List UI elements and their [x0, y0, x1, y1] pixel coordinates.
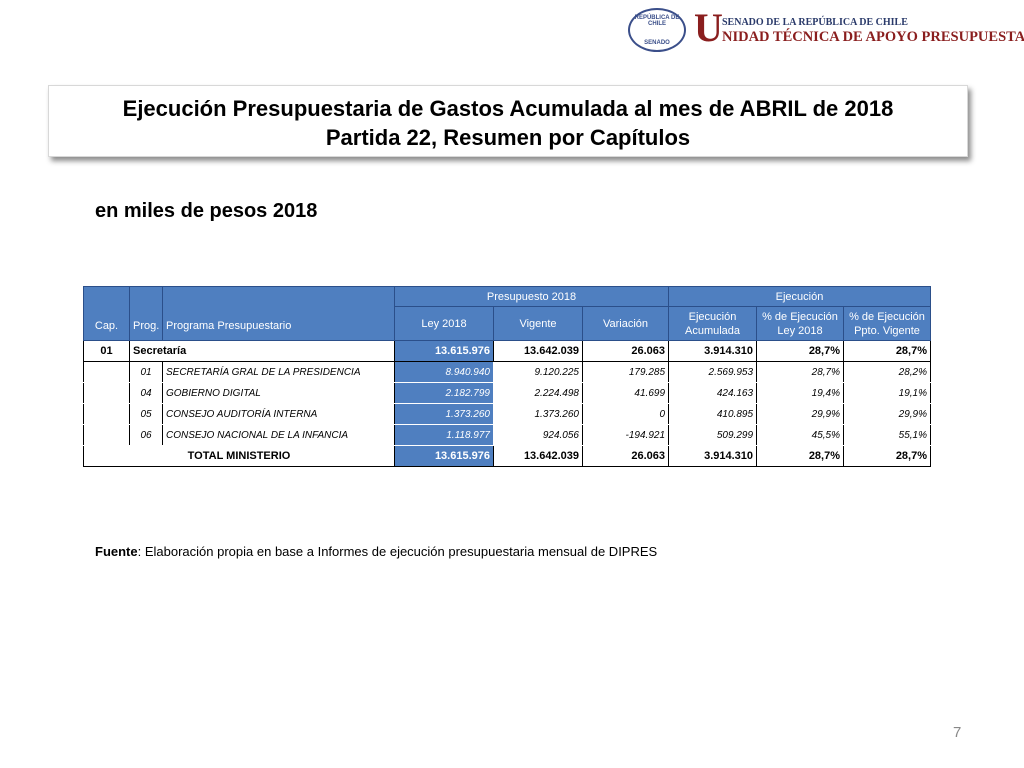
value-cell: 29,9%: [756, 403, 845, 425]
value-cell: 1.118.977: [394, 424, 494, 446]
value-cell: 28,7%: [756, 340, 845, 362]
logo-line: NIDAD TÉCNICA DE APOYO PRESUPUESTARIO: [722, 29, 1024, 45]
group-header: Presupuesto 2018: [393, 286, 670, 307]
value-cell: 26.063: [581, 340, 670, 362]
value-cell: 28,7%: [843, 445, 932, 467]
value-cell: 2.569.953: [668, 361, 758, 383]
seal: REPÚBLICA DE CHILE SENADO: [628, 8, 686, 52]
value-cell: 424.163: [668, 382, 758, 404]
value-cell: 13.642.039: [493, 340, 583, 362]
cap-cell: [83, 382, 130, 404]
page-number: 7: [953, 724, 962, 741]
program-row: 06 CONSEJO NACIONAL DE LA INFANCIA 1.118.9…: [83, 424, 932, 446]
source-text: : Elaboración propia en base a Informes …: [137, 544, 658, 559]
prog-cell: 05: [129, 403, 163, 425]
value-cell: 19,1%: [843, 382, 932, 404]
source-label: Fuente: [95, 544, 138, 559]
name-cell: SECRETARÍA GRAL DE LA PRESIDENCIA: [162, 361, 395, 383]
logo: REPÚBLICA DE CHILE SENADO U SENADO DE LA…: [628, 5, 1024, 58]
column-header: Vigente: [493, 306, 583, 341]
value-cell: 45,5%: [756, 424, 845, 446]
value-cell: 13.615.976: [394, 340, 494, 362]
cap-cell: [83, 361, 130, 383]
prog-cell: 01: [129, 361, 163, 383]
total-row: TOTAL MINISTERIO 13.615.976 13.642.039 26.0…: [83, 445, 932, 467]
cap-cell: [83, 403, 130, 425]
seal-text: SENADO: [644, 40, 670, 46]
value-cell: 29,9%: [843, 403, 932, 425]
header-row: Ley 2018 Vigente Variación Ejecución Acumul…: [84, 306, 932, 341]
column-header: Programa Presupuestario: [162, 286, 395, 341]
name-cell: GOBIERNO DIGITAL: [162, 382, 395, 404]
value-cell: 509.299: [668, 424, 758, 446]
cap-cell: [83, 424, 130, 446]
column-header: % de Ejecución Ley 2018: [756, 306, 845, 341]
value-cell: 2.182.799: [394, 382, 494, 404]
prog-cell: 04: [129, 382, 163, 404]
prog-cell: 06: [129, 424, 163, 446]
value-cell: 179.285: [581, 361, 670, 383]
value-cell: 3.914.310: [668, 340, 758, 362]
value-cell: 28,7%: [756, 445, 845, 467]
logo-initial: U: [694, 5, 723, 50]
value-cell: 924.056: [493, 424, 583, 446]
value-cell: 13.615.976: [394, 445, 494, 467]
value-cell: 41.699: [581, 382, 670, 404]
cap-cell: 01: [83, 340, 130, 362]
value-cell: 28,2%: [843, 361, 932, 383]
column-header: Variación: [581, 306, 670, 341]
value-cell: 8.940.940: [394, 361, 494, 383]
program-row: 05 CONSEJO AUDITORÍA INTERNA 1.373.260 1.37…: [83, 403, 932, 425]
value-cell: 28,7%: [843, 340, 932, 362]
seal-text: REPÚBLICA DE CHILE: [634, 15, 680, 27]
chapter-row: 01 Secretaría 13.615.976 13.642.039 26.063 3.…: [83, 340, 932, 362]
value-cell: 9.120.225: [493, 361, 583, 383]
column-header: Cap.: [83, 286, 130, 341]
value-cell: 55,1%: [843, 424, 932, 446]
value-cell: 28,7%: [756, 361, 845, 383]
column-header: Prog.: [129, 286, 163, 341]
name-cell: CONSEJO AUDITORÍA INTERNA: [162, 403, 395, 425]
program-row: 04 GOBIERNO DIGITAL 2.182.799 2.224.498 41.6…: [83, 382, 932, 404]
total-label: TOTAL MINISTERIO: [83, 445, 395, 467]
name-cell: CONSEJO NACIONAL DE LA INFANCIA: [162, 424, 395, 446]
value-cell: 1.373.260: [394, 403, 494, 425]
column-header: Ejecución Acumulada: [668, 306, 758, 341]
header-row: Cap. Prog. Programa Presupuestario Presupue…: [83, 286, 932, 341]
value-cell: 1.373.260: [493, 403, 583, 425]
column-header: % de Ejecución Ppto. Vigente: [843, 306, 932, 341]
value-cell: 410.895: [668, 403, 758, 425]
value-cell: -194.921: [581, 424, 670, 446]
title-line: Ejecución Presupuestaria de Gastos Acumu…: [122, 96, 894, 121]
value-cell: 13.642.039: [493, 445, 583, 467]
name-cell: Secretaría: [129, 340, 395, 362]
program-row: 01 SECRETARÍA GRAL DE LA PRESIDENCIA 8.940…: [83, 361, 932, 383]
value-cell: 19,4%: [756, 382, 845, 404]
value-cell: 0: [581, 403, 670, 425]
source-note: Fuente: Elaboración propia en base a Inf…: [95, 544, 657, 559]
value-cell: 26.063: [581, 445, 670, 467]
value-cell: 2.224.498: [493, 382, 583, 404]
budget-table: Cap. Prog. Programa Presupuestario Presupue…: [83, 286, 932, 467]
title-box: Ejecución Presupuestaria de Gastos Acumu…: [48, 85, 968, 157]
value-cell: 3.914.310: [668, 445, 758, 467]
logo-line: SENADO DE LA REPÚBLICA DE CHILE: [722, 17, 908, 28]
subtitle: en miles de pesos 2018: [95, 200, 318, 222]
group-header: Ejecución: [668, 286, 932, 307]
column-header: Ley 2018: [394, 306, 494, 341]
title-line: Partida 22, Resumen por Capítulos: [325, 125, 691, 150]
